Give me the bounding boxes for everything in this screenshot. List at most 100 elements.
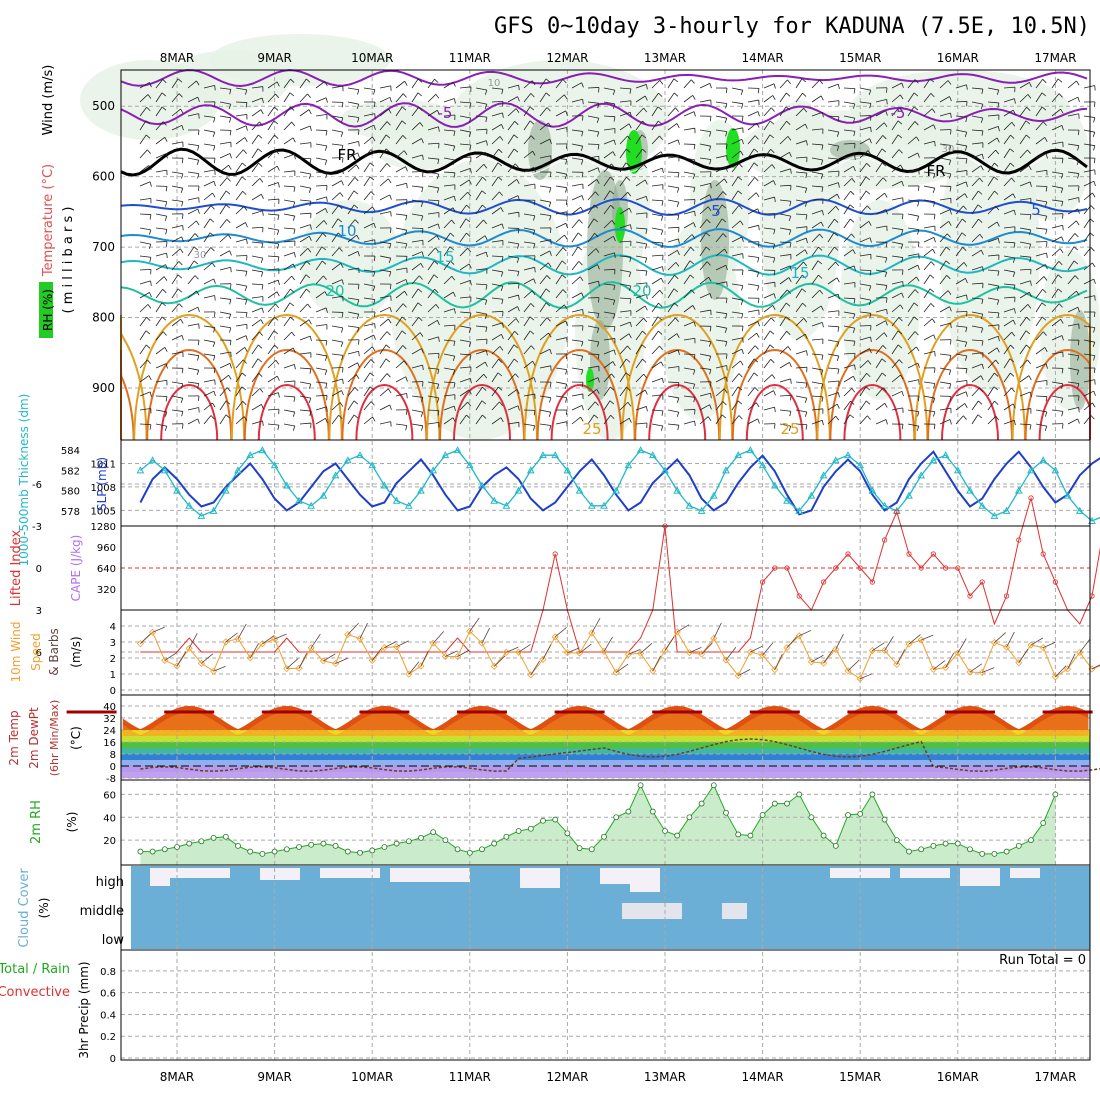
wind-barb — [155, 79, 164, 89]
wind-barb-flag — [597, 313, 600, 319]
wind-barb-10m — [640, 642, 653, 654]
wind-barb — [347, 190, 355, 201]
wind-barb — [427, 171, 439, 175]
wind-barb — [939, 353, 951, 356]
wind-barb — [507, 108, 517, 117]
wind-barb-flag — [658, 302, 663, 307]
wind-barb-flag — [677, 250, 680, 256]
wind-barb-flag — [721, 218, 727, 223]
wind-barb-flag — [581, 82, 584, 88]
wind-barb-flag — [725, 103, 728, 109]
wind-barb — [539, 423, 551, 426]
cape-tick: 1280 — [91, 522, 116, 533]
wind-barb — [827, 246, 835, 257]
wind-barb-flag — [213, 355, 216, 361]
wind-barb — [251, 241, 263, 244]
wind-barb — [891, 134, 899, 145]
wind-barb — [635, 95, 646, 103]
wind-barb — [571, 183, 583, 187]
wind-barb — [587, 325, 599, 329]
wind-barb — [1035, 137, 1046, 145]
wind-barb-10m — [896, 649, 906, 665]
wind-barb-flag — [484, 361, 488, 367]
thickness-point — [1014, 486, 1023, 494]
wind-barb — [283, 331, 292, 341]
wind-barb-flag — [897, 344, 903, 349]
wind-barb-flag — [580, 206, 584, 212]
wind-barb — [731, 360, 741, 369]
wind-barb-flag — [979, 177, 984, 183]
wind-barb — [459, 232, 467, 243]
wind-barb — [955, 193, 966, 201]
wind-barb — [699, 276, 709, 285]
wind-barb-flag — [467, 401, 472, 407]
wind-barb-flag — [852, 103, 856, 109]
wind-barb-flag — [418, 106, 423, 112]
wind-barb — [843, 325, 855, 329]
wind-barb-flag — [724, 178, 728, 184]
wind-barb — [1067, 246, 1075, 257]
wind-barb-flag — [228, 165, 232, 170]
wind-barb-flag — [1042, 288, 1047, 294]
wind-barb-flag — [162, 79, 167, 84]
wind-barb — [1035, 79, 1044, 89]
wind-barb — [875, 209, 887, 215]
wind-barb — [475, 350, 487, 355]
wind-barb — [395, 150, 405, 159]
wind-barb-flag — [801, 288, 807, 293]
rh-point — [967, 846, 973, 853]
wind-barb-flag — [901, 391, 904, 397]
wind-barb-flag — [628, 207, 632, 213]
wind-barb-flag — [1045, 363, 1048, 369]
wind-barb-flag — [945, 260, 951, 265]
wind-barb-flag — [737, 190, 743, 195]
thickness-point — [173, 486, 181, 494]
rh-point — [869, 791, 876, 798]
wind-barb — [539, 332, 549, 341]
thickness-point — [404, 501, 413, 509]
wind-barb — [171, 124, 183, 131]
wind-barb-flag — [386, 373, 391, 378]
wind-barb — [315, 291, 326, 299]
wind-barb-flag — [1025, 330, 1031, 335]
wind-barb-flag — [707, 416, 712, 421]
thickness-point — [234, 466, 242, 474]
isotherm-freezing-inner — [120, 152, 1088, 180]
wind-barb-flag — [597, 103, 600, 109]
wind-barb — [1035, 331, 1044, 341]
wind-barb-flag — [372, 286, 376, 292]
wind-barb — [907, 423, 919, 427]
wind-barb — [475, 338, 487, 341]
wind-barb-flag — [435, 94, 440, 99]
wind-barb-flag — [437, 159, 440, 165]
rh-point — [820, 832, 827, 839]
wind-barb-flag — [420, 215, 424, 221]
wind-barb-flag — [225, 400, 231, 405]
wind-barb — [987, 324, 999, 327]
wind-barb-flag — [261, 404, 264, 410]
wind-barb-flag — [421, 425, 424, 431]
chart-title: GFS 0~10day 3-hourly for KADUNA (7.5E, 1… — [494, 14, 1090, 39]
wind-barb — [507, 269, 519, 272]
contour-label: 15 — [435, 248, 454, 266]
wind-barb-flag — [900, 244, 904, 250]
contour-label: 25 — [780, 420, 799, 438]
rh-point — [564, 830, 571, 837]
wind-barb-flag — [165, 396, 168, 402]
wind-barb-flag — [452, 355, 456, 361]
wind-barb — [139, 94, 149, 103]
wind-barb-10m — [689, 647, 702, 654]
wind-barb-flag — [805, 172, 808, 179]
wind-barb — [315, 406, 327, 411]
wind-barb — [235, 335, 247, 341]
wind-barb-flag — [916, 216, 920, 222]
wind-barb-10m — [164, 652, 177, 661]
wind-barb — [907, 276, 917, 285]
wind-barb-flag — [1029, 214, 1032, 220]
wind-barb-flag — [337, 232, 343, 237]
wind-barb-flag — [484, 103, 488, 109]
wind-barb — [571, 157, 583, 161]
wind-barb — [379, 96, 391, 103]
wind-barb — [683, 185, 695, 188]
wind-barb — [539, 199, 551, 203]
